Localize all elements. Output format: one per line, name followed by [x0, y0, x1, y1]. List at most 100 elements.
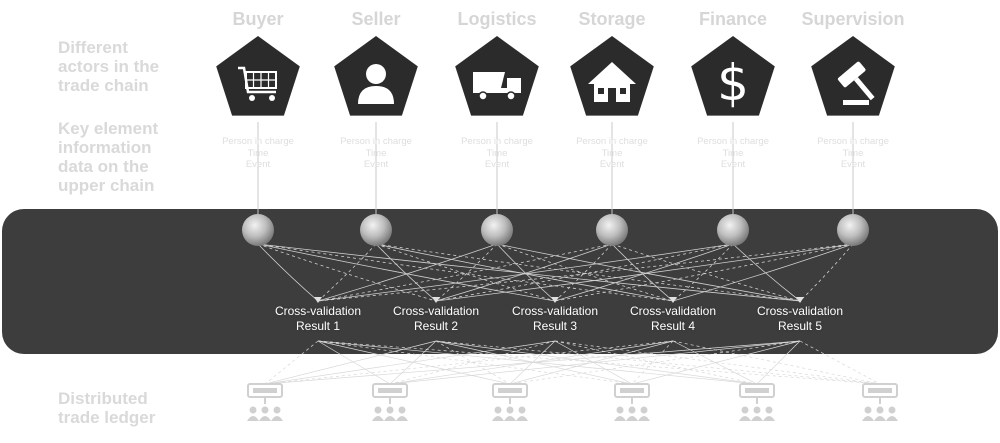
actor-pentagon	[216, 36, 300, 116]
result-line2: Result 2	[413, 319, 459, 333]
actor-info-time: Time	[247, 147, 269, 159]
actor-title: Finance	[698, 9, 768, 29]
ledger-link	[389, 340, 556, 385]
actors-side-label: Different actors in the trade chain	[58, 38, 160, 95]
ledger-link	[264, 340, 437, 385]
cross-validation-result: Cross-validation Result 5	[740, 304, 860, 334]
ledger-link	[672, 340, 881, 385]
actor-info-person: Person in charge	[817, 136, 889, 147]
actor-info-event: Event	[599, 159, 625, 170]
ledger-link	[317, 340, 391, 385]
cross-validation-link	[317, 243, 613, 302]
ledger-node-icon	[247, 383, 283, 421]
ledger-link	[509, 340, 801, 385]
ledger-link	[317, 340, 881, 385]
actor-info: Person in charge Time Event	[188, 136, 328, 171]
cross-validation-link	[732, 243, 801, 302]
ledger-link	[435, 340, 881, 385]
cross-validation-link	[317, 243, 377, 302]
actor-info-time: Time	[601, 147, 623, 159]
ledger-node-icon	[739, 383, 775, 421]
actor-info: Person in charge Time Event	[663, 136, 803, 171]
actor-info-person: Person in charge	[340, 136, 412, 147]
actor-info: Person in charge Time Event	[542, 136, 682, 171]
actor-title: Buyer	[232, 9, 284, 29]
actor-info-event: Event	[245, 159, 271, 170]
ledger-link	[264, 340, 674, 385]
ledger-link	[317, 340, 758, 385]
cross-validation-result: Cross-validation Result 3	[495, 304, 615, 334]
actor-info: Person in charge Time Event	[783, 136, 923, 171]
key-info-side-label: Key element information data on the uppe…	[58, 119, 159, 195]
gavel-icon	[837, 61, 875, 105]
ledger-link	[317, 340, 511, 385]
actor-info-time: Time	[842, 147, 864, 159]
cross-validation-link	[257, 243, 674, 302]
dollar-sign-icon: $	[717, 54, 749, 112]
cross-validation-link	[496, 243, 801, 302]
cross-validation-link	[611, 243, 801, 302]
result-line2: Result 5	[777, 319, 823, 333]
actor-info-time: Time	[722, 147, 744, 159]
cross-validation-result: Cross-validation Result 4	[613, 304, 733, 334]
person-icon	[358, 64, 394, 104]
result-arrow	[314, 297, 322, 303]
house-icon	[588, 62, 636, 102]
actor-icons-layer: $	[216, 36, 895, 116]
actor-info-person: Person in charge	[461, 136, 533, 147]
ledger-link	[631, 340, 801, 385]
result-line2: Result 4	[650, 319, 696, 333]
cross-validation-result: Cross-validation Result 2	[376, 304, 496, 334]
result-line1: Cross-validation	[756, 304, 844, 318]
actor-info-time: Time	[365, 147, 387, 159]
result-arrow	[669, 297, 677, 303]
cross-validation-link	[672, 243, 854, 302]
result-line1: Cross-validation	[274, 304, 362, 318]
cross-validation-link	[554, 243, 613, 302]
ledger-link	[264, 340, 556, 385]
chain-node-sphere	[481, 214, 513, 246]
cross-validation-link	[317, 243, 734, 302]
cross-validation-result: Cross-validation Result 1	[258, 304, 378, 334]
ledger-node-icon	[862, 383, 898, 421]
ledger-link	[317, 340, 633, 385]
cross-validation-link	[257, 243, 437, 302]
cross-validation-link	[435, 243, 854, 302]
chain-node-sphere	[837, 214, 869, 246]
ledger-link	[631, 340, 674, 385]
shopping-cart-icon	[238, 66, 277, 101]
ledger-link	[389, 340, 801, 385]
ledger-link	[756, 340, 801, 385]
ledger-link	[389, 340, 437, 385]
actor-info-event: Event	[484, 159, 510, 170]
result-line2: Result 3	[532, 319, 578, 333]
result-arrow	[796, 297, 804, 303]
actor-title: Logistics	[457, 9, 537, 29]
links-layer	[257, 122, 881, 385]
dump-truck-icon	[473, 72, 521, 101]
cross-validation-link	[257, 243, 319, 302]
ledger-nodes-layer	[247, 383, 898, 421]
result-line1: Cross-validation	[511, 304, 599, 318]
actor-info-time: Time	[486, 147, 508, 159]
chain-node-sphere	[360, 214, 392, 246]
actor-info-person: Person in charge	[576, 136, 648, 147]
ledger-link	[264, 340, 801, 385]
actor-info: Person in charge Time Event	[306, 136, 446, 171]
ledger-node-icon	[372, 383, 408, 421]
actor-title: Supervision	[801, 9, 905, 29]
cross-validation-link	[317, 243, 498, 302]
ledger-node-icon	[492, 383, 528, 421]
ledger-link	[264, 340, 319, 385]
actor-info-event: Event	[720, 159, 746, 170]
result-line2: Result 1	[295, 319, 341, 333]
cross-validation-link	[257, 243, 801, 302]
actor-info-person: Person in charge	[222, 136, 294, 147]
result-line1: Cross-validation	[629, 304, 717, 318]
result-arrow	[432, 297, 440, 303]
actor-title: Seller	[351, 9, 401, 29]
result-arrow	[551, 297, 559, 303]
ledger-link	[509, 340, 674, 385]
